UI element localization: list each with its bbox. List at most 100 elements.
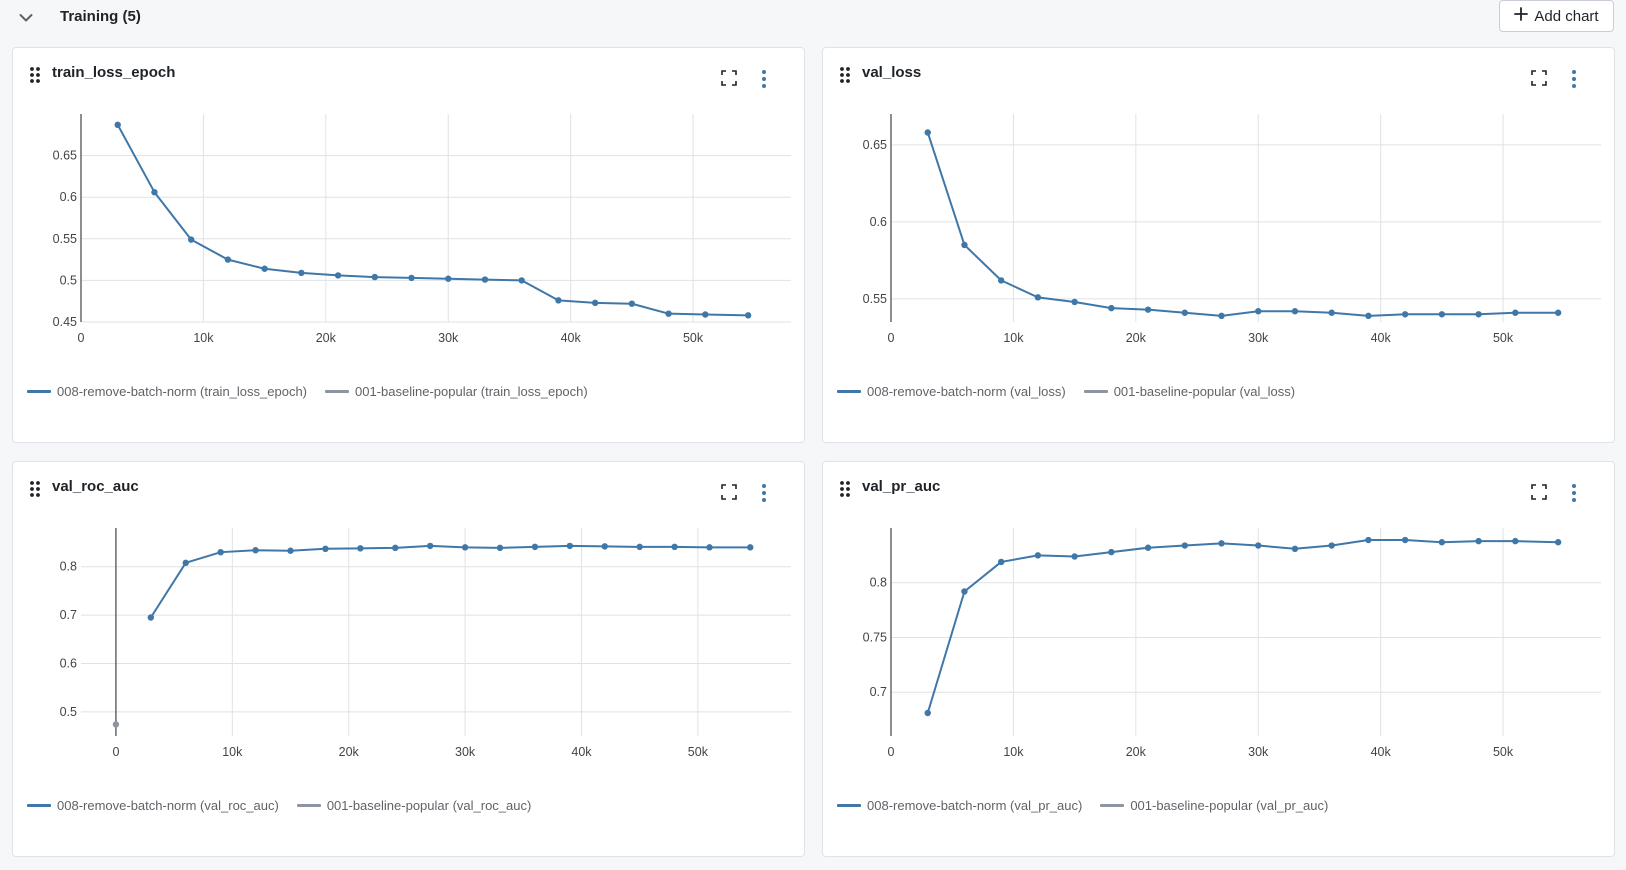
data-point: [1438, 539, 1446, 546]
data-point: [1108, 304, 1115, 312]
y-tick-label: 0.5: [60, 273, 77, 287]
legend-item[interactable]: 008-remove-batch-norm (train_loss_epoch): [27, 384, 307, 399]
data-point: [997, 558, 1005, 566]
data-point: [1181, 542, 1188, 549]
x-tick-label: 20k: [1126, 745, 1147, 759]
legend-item[interactable]: 008-remove-batch-norm (val_roc_auc): [27, 798, 279, 813]
chevron-down-icon[interactable]: [16, 8, 36, 28]
data-point: [182, 559, 189, 567]
section-header: Training (5) Add chart: [0, 0, 1626, 36]
data-point: [1255, 542, 1262, 549]
data-point: [1034, 552, 1042, 559]
data-point: [298, 269, 305, 277]
y-tick-label: 0.7: [870, 685, 887, 699]
add-chart-button[interactable]: Add chart: [1499, 0, 1614, 32]
data-point: [744, 312, 752, 319]
line-chart[interactable]: 0 10k 20k 30k 40k 50k 0.55 0.6 0.65 Step: [823, 48, 1616, 368]
chart-legend: 008-remove-batch-norm (val_roc_auc) 001-b…: [27, 798, 531, 813]
section-title: Training (5): [60, 8, 141, 25]
data-point: [371, 273, 378, 281]
x-tick-label: 30k: [455, 745, 476, 759]
chart-title: train_loss_epoch: [52, 64, 176, 81]
data-point: [924, 709, 931, 717]
y-tick-label: 0.45: [53, 315, 77, 329]
legend-item[interactable]: 008-remove-batch-norm (val_pr_auc): [837, 798, 1082, 813]
x-tick-label: 40k: [1371, 331, 1392, 345]
more-vertical-icon[interactable]: [757, 69, 771, 89]
legend-item[interactable]: 001-baseline-popular (val_roc_auc): [296, 798, 531, 813]
data-point: [601, 543, 608, 550]
line-chart[interactable]: 0 10k 20k 30k 40k 50k 0.7 0.75 0.8 Step: [823, 462, 1616, 782]
legend-swatch: [27, 390, 51, 393]
data-point: [1512, 537, 1519, 545]
legend-item[interactable]: 008-remove-batch-norm (val_loss): [837, 384, 1066, 399]
data-point: [426, 542, 434, 550]
series-line: [926, 132, 1559, 317]
data-point: [636, 543, 643, 551]
chart-title: val_roc_auc: [52, 478, 139, 495]
x-axis-label: Step: [425, 781, 458, 782]
data-point: [151, 189, 158, 196]
data-point: [531, 543, 539, 551]
data-point: [1181, 309, 1188, 316]
drag-handle-icon[interactable]: [838, 66, 852, 84]
expand-icon[interactable]: [720, 483, 740, 503]
x-tick-label: 40k: [561, 331, 582, 345]
data-point: [1144, 306, 1152, 313]
legend-swatch: [1083, 390, 1108, 393]
drag-handle-icon[interactable]: [28, 480, 42, 498]
x-tick-label: 20k: [316, 331, 337, 345]
x-tick-label: 20k: [339, 745, 360, 759]
chart-legend: 008-remove-batch-norm (val_loss) 001-base…: [837, 384, 1295, 399]
line-chart[interactable]: 0 10k 20k 30k 40k 50k 0.45 0.5 0.55 0.6 0.65 Step: [13, 48, 806, 368]
data-point: [408, 274, 415, 282]
data-point: [1034, 294, 1042, 301]
legend-item[interactable]: 001-baseline-popular (val_loss): [1083, 384, 1295, 399]
expand-icon[interactable]: [1530, 483, 1550, 503]
more-vertical-icon[interactable]: [757, 483, 771, 503]
x-tick-label: 50k: [1493, 745, 1514, 759]
more-vertical-icon[interactable]: [1567, 483, 1581, 503]
legend-label: 008-remove-batch-norm (val_loss): [867, 384, 1066, 399]
data-point: [187, 236, 195, 243]
data-point: [1365, 312, 1372, 320]
data-point: [702, 311, 709, 318]
drag-handle-icon[interactable]: [28, 66, 42, 84]
data-point: [1438, 311, 1446, 318]
legend-label: 008-remove-batch-norm (train_loss_epoch): [57, 384, 308, 399]
data-point: [1144, 544, 1152, 551]
data-point: [261, 265, 268, 272]
data-point: [1108, 548, 1115, 556]
y-tick-label: 0.8: [870, 576, 887, 590]
legend-label: 001-baseline-popular (train_loss_epoch): [355, 384, 588, 399]
data-point: [224, 256, 232, 263]
data-point: [1255, 308, 1262, 315]
expand-icon[interactable]: [1530, 69, 1550, 89]
x-tick-label: 40k: [1371, 745, 1392, 759]
chart-title: val_loss: [862, 64, 922, 81]
data-point: [1401, 536, 1409, 544]
x-tick-label: 10k: [222, 745, 243, 759]
more-vertical-icon[interactable]: [1567, 69, 1581, 89]
y-tick-label: 0.6: [60, 656, 77, 670]
data-point: [1365, 536, 1372, 544]
data-point: [961, 588, 968, 595]
data-point: [518, 277, 525, 284]
line-chart[interactable]: 0 10k 20k 30k 40k 50k 0.5 0.6 0.7 0.8 Step: [13, 462, 806, 782]
data-point: [555, 297, 562, 304]
chart-legend: 008-remove-batch-norm (train_loss_epoch)…: [27, 384, 588, 399]
legend-item[interactable]: 001-baseline-popular (val_pr_auc): [1100, 798, 1328, 813]
x-tick-label: 20k: [1126, 331, 1147, 345]
y-tick-label: 0.7: [60, 608, 77, 622]
data-point: [1554, 539, 1562, 546]
data-point: [1328, 309, 1335, 316]
data-point: [566, 542, 574, 550]
data-point: [1071, 553, 1078, 560]
data-point: [747, 544, 754, 551]
data-point: [147, 614, 155, 621]
legend-swatch: [27, 804, 51, 807]
expand-icon[interactable]: [720, 69, 740, 89]
drag-handle-icon[interactable]: [838, 480, 852, 498]
legend-item[interactable]: 001-baseline-popular (train_loss_epoch): [325, 384, 588, 399]
chart-card-train-loss-epoch: train_loss_epoch 0 10k 20k 30k 40k 50k 0.45 0.5 0…: [12, 47, 805, 443]
